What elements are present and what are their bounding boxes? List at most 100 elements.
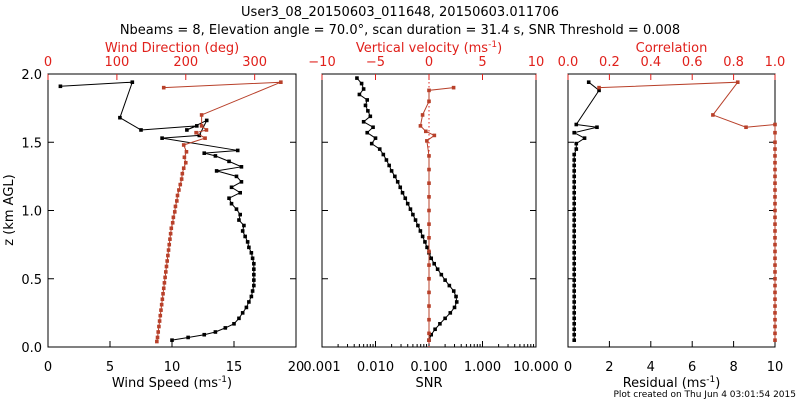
wind-speed-point (245, 240, 250, 244)
wind-direction-point (172, 210, 177, 214)
snr-point (413, 218, 418, 222)
residual-point (572, 272, 577, 277)
residual-point (572, 229, 577, 233)
wind-bottom-tick-label: 5 (106, 360, 114, 375)
wind-speed-point (202, 332, 207, 337)
wind-direction-point (165, 259, 169, 263)
wind-x-axis-label: Wind Speed (ms-1) (112, 375, 232, 391)
correlation-point (773, 222, 777, 226)
y-tick-label: 0.5 (21, 273, 42, 288)
snr-top-axis-label-end: ) (497, 41, 502, 56)
wind-direction-point (159, 302, 164, 307)
correlation-line (599, 81, 776, 341)
residual-point (595, 125, 599, 130)
y-tick-label: 2.0 (21, 68, 42, 83)
wind-speed-point (249, 251, 254, 255)
wind-direction-point (182, 155, 187, 160)
wind-direction-point (171, 215, 176, 220)
snr-point (452, 305, 457, 310)
residual-point (586, 80, 591, 84)
snr-point (361, 119, 366, 124)
residual-point (572, 311, 577, 315)
residual-line (572, 81, 600, 341)
wind-speed-point (214, 169, 219, 173)
wind-direction-point (203, 136, 207, 140)
correlation-point (773, 201, 777, 206)
vertical-velocity-point (427, 304, 431, 308)
wind-speed-line (60, 81, 255, 341)
wind-speed-point (213, 330, 218, 334)
vertical-velocity-point (427, 317, 431, 322)
wind-direction-point (159, 308, 163, 312)
snr-point (365, 98, 370, 102)
wind-top-tick-label: 0 (44, 55, 52, 70)
snr-point (438, 321, 442, 326)
wind-direction-point (167, 242, 172, 247)
snr-point (369, 141, 374, 146)
correlation-point (773, 167, 777, 172)
snr-bottom-tick-label: 0.100 (410, 360, 447, 375)
residual-point (572, 278, 577, 282)
snr-point (373, 136, 378, 140)
residual-point (572, 234, 577, 239)
residual-point (572, 327, 577, 332)
snr-point (432, 261, 436, 266)
wind-direction-point (179, 177, 184, 181)
snr-top-tick-label: 5 (478, 55, 486, 70)
wind-speed-point (247, 245, 251, 250)
wind-speed-point (170, 338, 174, 342)
wind-top-tick-label: 300 (242, 55, 267, 70)
wind-speed-point (227, 196, 231, 201)
correlation-point (773, 263, 777, 267)
wind-speed-point (234, 174, 239, 179)
snr-point (371, 125, 375, 130)
correlation-point (773, 147, 777, 151)
wind-speed-point (239, 180, 244, 184)
wind-direction-point (161, 286, 166, 291)
wind-speed-point (250, 289, 255, 293)
correlation-point (773, 122, 777, 127)
residual-point (572, 152, 577, 157)
wind-direction-point (181, 166, 186, 170)
residual-point (572, 201, 577, 206)
correlation-point (773, 236, 777, 240)
wind-direction-point (199, 124, 204, 128)
wind-speed-point (240, 229, 245, 233)
wind-x-axis-label-sup: -1 (218, 375, 227, 385)
vertical-velocity-point (427, 263, 431, 267)
correlation-point (773, 154, 777, 158)
wind-speed-point (243, 234, 247, 239)
residual-point (572, 316, 577, 321)
wind-bottom-tick-label: 20 (288, 360, 305, 375)
correlation-point (773, 208, 777, 213)
wind-bottom-tick-label: 0 (44, 360, 52, 375)
residual-point (572, 223, 577, 228)
vertical-velocity-point (427, 154, 431, 158)
wind-speed-point (232, 321, 236, 326)
wind-direction-point (194, 130, 198, 135)
wind-speed-point (252, 278, 256, 282)
snr-bottom-tick-label: 10.000 (513, 360, 559, 375)
vertical-velocity-point (427, 99, 431, 104)
vertical-velocity-point (427, 338, 431, 342)
snr-point (365, 130, 370, 135)
wind-direction-point (157, 324, 161, 329)
snr-point (439, 272, 444, 277)
wind-direction-point (168, 231, 173, 236)
wind-speed-point (250, 256, 255, 261)
wind-direction-point (161, 291, 165, 296)
wind-x-axis-label-main: Wind Speed (ms (112, 376, 218, 391)
snr-point (377, 147, 382, 151)
snr-top-tick-label: 10 (528, 55, 545, 70)
snr-point (451, 289, 456, 293)
residual-point (572, 130, 577, 135)
wind-direction-point (155, 335, 160, 340)
vertical-velocity-point (427, 331, 431, 336)
snr-point (420, 234, 425, 239)
snr-point (408, 207, 413, 211)
wind-speed-point (185, 128, 189, 132)
correlation-point (597, 85, 601, 90)
snr-panel: 0.001 0.010 0.100 1.000 10.000 −10 −5 0 5 10 SNR Ve… (303, 40, 558, 391)
